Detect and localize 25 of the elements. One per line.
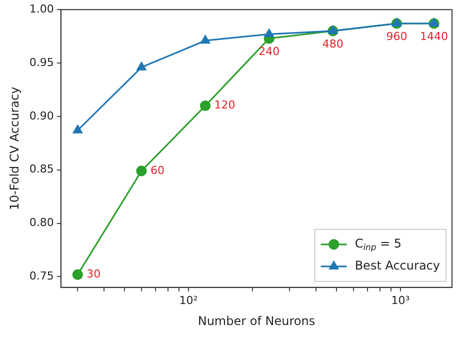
- point: [200, 100, 211, 112]
- annotation: 960: [386, 30, 408, 43]
- y-tick-label: 0.95: [29, 56, 54, 69]
- y-tick-label: 0.80: [29, 216, 54, 230]
- y-tick-label: 0.90: [29, 109, 54, 122]
- annotation: 60: [150, 164, 164, 177]
- annotation: 120: [214, 98, 236, 112]
- point: [264, 28, 274, 38]
- x-tick-label: 10³: [391, 294, 410, 307]
- x-axis-title: Number of Neurons: [198, 314, 316, 328]
- y-axis-title: 10-Fold CV Accuracy: [7, 86, 22, 210]
- point: [72, 125, 82, 134]
- y-tick-label: 0.85: [29, 162, 54, 176]
- point: [136, 166, 147, 176]
- annotation: 1440: [420, 30, 448, 43]
- point: [136, 62, 146, 70]
- point: [200, 35, 210, 44]
- annotation: 480: [322, 37, 344, 50]
- annotation: 240: [258, 44, 280, 58]
- point: [72, 269, 83, 280]
- x-tick-label: 10²: [179, 294, 198, 307]
- y-tick-label: 1.00: [29, 2, 54, 16]
- y-tick-label: 0.75: [29, 270, 54, 283]
- legend-label: Best Accuracy: [354, 258, 440, 273]
- annotation: 30: [86, 267, 101, 280]
